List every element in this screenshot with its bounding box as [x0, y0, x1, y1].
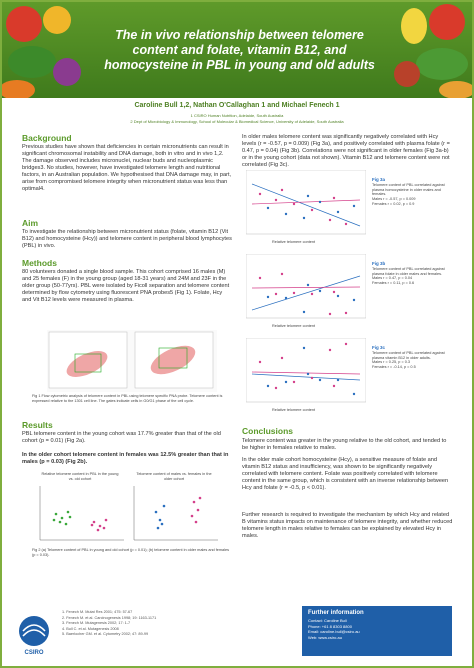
caption-line: Females r = 0.11, p = 0.6	[372, 281, 452, 286]
further-info-heading: Further information	[308, 610, 446, 616]
section-heading: Conclusions	[242, 426, 293, 436]
paragraph: To investigate the relationship between …	[22, 229, 232, 250]
further-info-box: Further information Contact: Caroline Bu…	[302, 606, 452, 656]
paragraph: In the older male cohort homocysteine (H…	[242, 457, 454, 492]
scatter-plot	[246, 254, 366, 324]
reference: 5. Baerlocher GM. et al. Cytometry 2002;…	[62, 632, 292, 638]
caption-line: Females r = 0.02, p = 0.9	[372, 202, 452, 207]
figure-title: Relative telomere content in PBL in the …	[40, 472, 120, 482]
poster: The in vivo relationship between telomer…	[0, 0, 474, 668]
section-heading: Methods	[22, 258, 57, 268]
paragraph: Further research is required to investig…	[242, 512, 454, 540]
figure-title: Telomere content of males vs. females in…	[134, 472, 214, 482]
x-axis-label: Relative telomere content	[272, 324, 315, 328]
scatter-plot	[246, 338, 366, 408]
paragraph: Previous studies have shown that deficie…	[22, 144, 232, 193]
affiliation: 1 CSIRO Human Nutrition, Adelaide, South…	[42, 113, 432, 118]
figure-caption: Fig 1 Flow cytometric analysis of telome…	[32, 394, 232, 404]
paragraph: 80 volunteers donated a single blood sam…	[22, 269, 232, 304]
figure-2	[34, 484, 224, 544]
paragraph: In older males telomere content was sign…	[242, 134, 454, 169]
figure-caption: Fig 2 (a) Telomere content of PBL in you…	[32, 548, 232, 558]
title: The in vivo relationship between telomer…	[97, 28, 382, 73]
figure-1	[47, 330, 217, 392]
logo-text: CSIRO	[14, 650, 54, 656]
caption-line: Telomere content of PBL correlated again…	[372, 183, 452, 197]
info-line: Web: www.csiro.au	[308, 635, 446, 641]
section-heading: Results	[22, 420, 53, 430]
paragraph: Telomere content was greater in the youn…	[242, 438, 454, 452]
caption-line: Telomere content of PBL correlated again…	[372, 267, 452, 277]
caption-line: Telomere content of PBL correlated again…	[372, 351, 452, 361]
x-axis-label: Relative telomere content	[272, 408, 315, 412]
scatter-plot	[246, 170, 366, 240]
caption-line: Females r = -0.14, p = 0.5	[372, 365, 452, 370]
section-heading: Background	[22, 133, 72, 143]
section-heading: Aim	[22, 218, 38, 228]
paragraph: PBL telomere content in the young cohort…	[22, 431, 232, 445]
x-axis-label: Relative telomere content	[272, 240, 315, 244]
affiliation: 2 Dept of Microbiology & Immunology, Sch…	[42, 119, 432, 124]
authors: Caroline Bull 1,2, Nathan O'Callaghan 1 …	[62, 102, 412, 109]
paragraph: In the older cohort telomere content in …	[22, 452, 232, 466]
